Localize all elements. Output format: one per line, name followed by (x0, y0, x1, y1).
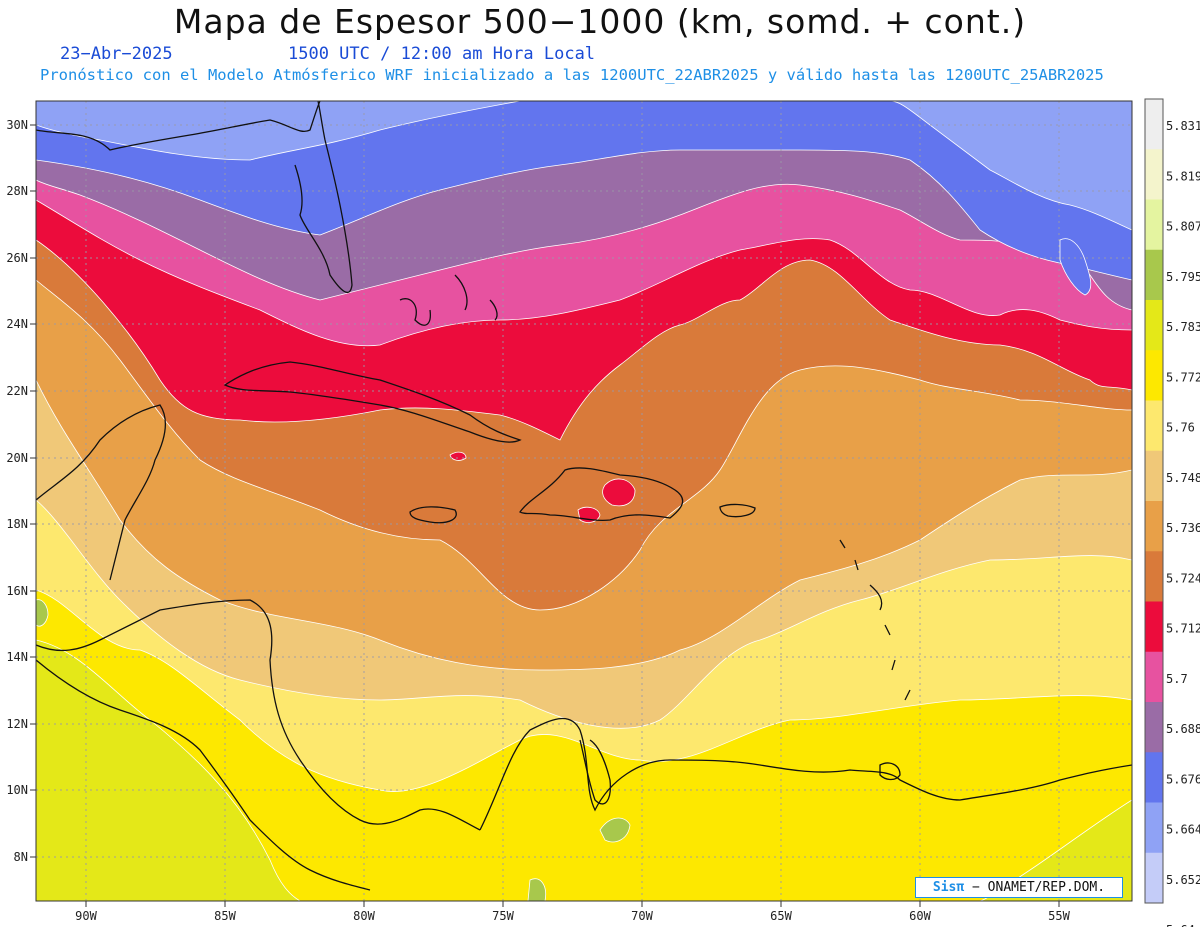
colorbar-label: 5.664 (1166, 823, 1200, 837)
coast-pacific-ca (36, 659, 371, 891)
lat-label: 26N (6, 251, 28, 265)
colorbar-swatch (1145, 199, 1163, 251)
lat-label: 30N (6, 118, 28, 132)
colorbar-swatch (1145, 752, 1163, 803)
coast-florida (294, 101, 353, 294)
lon-label: 75W (492, 909, 514, 923)
colorbar-label: 5.724 (1166, 571, 1200, 585)
coastlines (36, 101, 1132, 891)
coast-yucatan (36, 404, 167, 581)
colorbar-label: 5.688 (1166, 722, 1200, 736)
colorbar-swatch (1145, 601, 1163, 653)
coast-maracaibo (579, 739, 611, 805)
tick-marks (30, 124, 1060, 907)
page-title: Mapa de Espesor 500−1000 (km, somd. + co… (173, 2, 1027, 41)
forecast-time: 1500 UTC / 12:00 am Hora Local (288, 44, 596, 64)
colorbar-label: 5.652 (1166, 873, 1200, 887)
lon-label: 80W (353, 909, 375, 923)
coast-cuba (223, 361, 522, 443)
colorbar-label: 5.783 (1166, 320, 1200, 334)
credit-box: Sisπ − ONAMET/REP.DOM. (915, 877, 1123, 898)
colorbar-swatch (1145, 802, 1163, 854)
colorbar-swatch (1145, 852, 1163, 904)
contour-fill-layer (36, 101, 1132, 901)
band-5772-east (979, 799, 1132, 901)
colorbar-label: 5.7 (1166, 672, 1188, 686)
colorbar-swatch (1145, 350, 1163, 401)
coast-jamaica (409, 506, 457, 524)
colorbar-label: 5.748 (1166, 471, 1200, 485)
credit-text: − ONAMET/REP.DOM. (964, 880, 1106, 895)
lat-label: 22N (6, 384, 28, 398)
colorbar-label: 5.64 (1166, 923, 1195, 927)
colorbar-swatch (1145, 149, 1163, 200)
colorbar-swatch (1145, 400, 1163, 452)
blue-lake-patch (1059, 238, 1092, 296)
lon-label: 60W (909, 909, 931, 923)
lon-label: 65W (770, 909, 792, 923)
coast-hispaniola (519, 467, 684, 522)
lat-label: 18N (6, 517, 28, 531)
colorbar-label: 5.676 (1166, 772, 1200, 786)
colorbar-swatch (1145, 450, 1163, 502)
lon-label: 90W (75, 909, 97, 923)
lat-label: 28N (6, 184, 28, 198)
colorbar-swatch (1145, 249, 1163, 301)
green-patch-c (527, 878, 547, 901)
lat-label: 16N (6, 584, 28, 598)
colorbar-swatch (1145, 501, 1163, 552)
coast-gulf-north (36, 101, 321, 151)
colorbar-label: 5.795 (1166, 270, 1200, 284)
lat-label: 20N (6, 451, 28, 465)
lat-label: 24N (6, 317, 28, 331)
colorbar-label: 5.772 (1166, 370, 1200, 384)
band-5772 (36, 639, 301, 901)
colorbar: 5.831 5.819 5.807 5.795 5.783 5.772 5.76 5.748 5… (1144, 98, 1200, 927)
green-patch-b (599, 817, 631, 843)
colorbar-label: 5.807 (1166, 220, 1200, 234)
forecast-date: 23−Abr−2025 (60, 44, 173, 64)
colorbar-swatch (1145, 300, 1163, 351)
coast-central-america (36, 599, 481, 831)
colorbar-label: 5.76 (1166, 421, 1195, 435)
colorbar-swatch (1145, 551, 1163, 602)
coast-south-america (479, 717, 1132, 831)
brand-logo: Sisπ (932, 880, 965, 895)
colorbar-swatch (1145, 99, 1163, 150)
band-5652-west (36, 101, 521, 161)
lat-label: 8N (14, 850, 28, 864)
lon-label: 70W (631, 909, 653, 923)
colorbar-label: 5.819 (1166, 169, 1200, 183)
lat-label: 12N (6, 717, 28, 731)
colorbar-label: 5.712 (1166, 622, 1200, 636)
model-info: Pronóstico con el Modelo Atmósferico WRF… (40, 66, 1104, 84)
lon-label: 85W (214, 909, 236, 923)
coast-bahamas (399, 274, 498, 326)
map-frame (35, 100, 1133, 902)
coast-puerto-rico (719, 503, 756, 518)
coast-trinidad (879, 762, 901, 781)
colorbar-swatch (1145, 702, 1163, 753)
band-5652 (36, 101, 1132, 231)
latitude-labels: 30N 28N 26N 24N 22N 20N 18N 16N 14N 12N … (6, 118, 28, 864)
lat-label: 10N (6, 783, 28, 797)
colorbar-label: 5.736 (1166, 521, 1200, 535)
lat-label: 14N (6, 650, 28, 664)
longitude-labels: 90W 85W 80W 75W 70W 65W 60W 55W (75, 909, 1070, 923)
colorbar-label: 5.831 (1166, 119, 1200, 133)
coast-antilles (839, 539, 911, 701)
colorbar-frame (1144, 98, 1164, 904)
green-patch-a (36, 599, 49, 627)
lon-label: 55W (1048, 909, 1070, 923)
red-patch-hispaniola (602, 478, 636, 507)
colorbar-swatch (1145, 651, 1163, 703)
